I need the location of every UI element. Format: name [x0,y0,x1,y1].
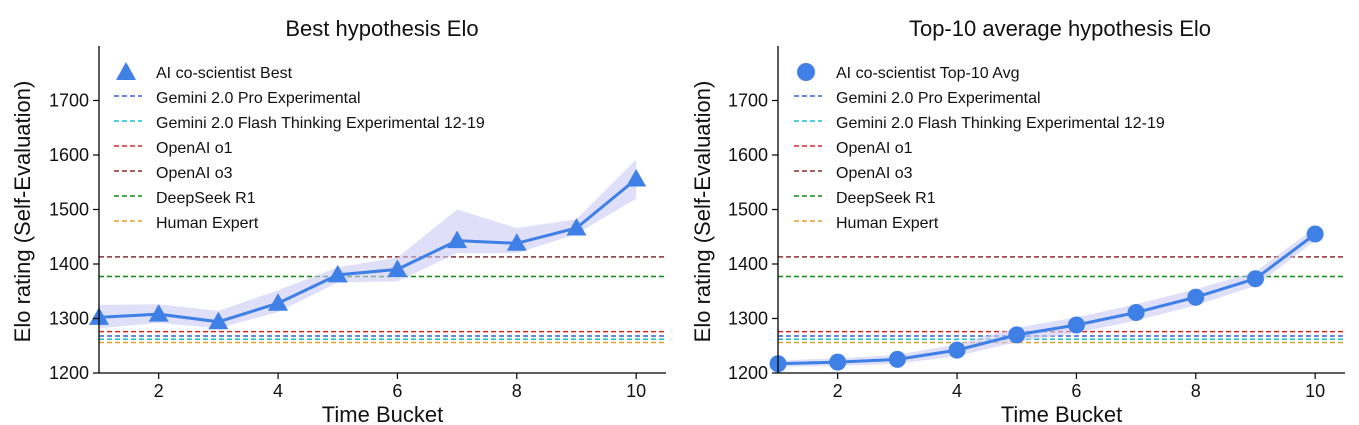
top10-y-tick-1200: 1200 [728,363,768,383]
best-y-tick-1700: 1700 [49,91,89,111]
top10-y-axis-label: Elo rating (Self-Evaluation) [690,81,715,343]
top10-y-tick-1600: 1600 [728,145,768,165]
best-legend-label-5: DeepSeek R1 [156,190,256,207]
best-point-6 [387,259,408,277]
best-series-band [99,159,637,329]
top10-point-2 [829,353,847,371]
best-point-3 [208,311,229,330]
top10-x-axis-label: Time Bucket [1001,402,1122,425]
best-x-tick-4: 4 [273,381,283,401]
top10-series-band [778,227,1316,367]
top10-point-10 [1306,225,1324,243]
top10-legend-label-3: OpenAI o1 [836,140,913,157]
best-legend-marker-series [116,62,136,80]
best-x-tick-8: 8 [512,381,522,401]
best-y-tick-1300: 1300 [49,309,89,329]
best-legend-label-series: AI co-scientist Best [156,65,293,82]
top10-legend-label-1: Gemini 2.0 Pro Experimental [836,90,1041,107]
best-y-tick-1600: 1600 [49,145,89,165]
best-x-tick-2: 2 [154,381,164,401]
best-series-line [98,177,638,324]
top10-y-tick-1700: 1700 [728,91,768,111]
best-chart-title: Best hypothesis Elo [285,16,478,41]
best-point-4 [268,293,289,311]
top10-point-7 [1127,304,1145,322]
top10-legend-label-2: Gemini 2.0 Flash Thinking Experimental 1… [836,115,1165,132]
top10-point-3 [888,350,906,368]
top10-point-5 [1008,326,1026,344]
top10-chart: Top-10 average hypothesis Elo Time Bucket… [690,16,1345,425]
best-point-8 [506,233,527,251]
top10-legend: AI co-scientist Top-10 Avg Gemini 2.0 Pro… [794,63,1165,232]
top10-legend-label-5: DeepSeek R1 [836,190,936,207]
best-x-tick-6: 6 [392,381,402,401]
top10-x-tick-10: 10 [1305,381,1325,401]
top10-series-line [777,232,1317,366]
best-point-2 [148,304,169,322]
best-legend-label-4: OpenAI o3 [156,165,233,182]
top10-point-4 [948,341,966,359]
top10-y-tick-1400: 1400 [728,254,768,274]
best-y-tick-1200: 1200 [49,363,89,383]
best-legend-label-3: OpenAI o1 [156,140,233,157]
top10-x-tick-8: 8 [1191,381,1201,401]
best-point-10 [626,168,647,187]
best-point-5 [327,264,348,283]
best-y-axis-label: Elo rating (Self-Evaluation) [10,81,35,343]
top10-y-tick-1300: 1300 [728,309,768,329]
best-point-7 [447,230,468,249]
best-x-tick-10: 10 [626,381,646,401]
best-legend-label-6: Human Expert [156,215,259,232]
top10-point-6 [1067,316,1085,334]
best-y-tick-1500: 1500 [49,200,89,220]
top10-chart-title: Top-10 average hypothesis Elo [909,16,1211,41]
top10-legend-label-6: Human Expert [836,215,939,232]
best-legend: AI co-scientist Best Gemini 2.0 Pro Exper… [114,62,485,232]
best-x-axis-label: Time Bucket [322,402,443,425]
best-point-9 [566,218,587,236]
top10-legend-marker-series [797,63,815,81]
top10-point-8 [1187,288,1205,306]
top10-point-9 [1246,270,1264,288]
best-legend-label-2: Gemini 2.0 Flash Thinking Experimental 1… [156,115,485,132]
best-y-tick-1400: 1400 [49,254,89,274]
top10-legend-label-series: AI co-scientist Top-10 Avg [836,65,1020,82]
top10-x-tick-6: 6 [1071,381,1081,401]
top10-x-tick-4: 4 [952,381,962,401]
top10-y-tick-1500: 1500 [728,200,768,220]
best-legend-label-1: Gemini 2.0 Pro Experimental [156,90,361,107]
top10-x-tick-2: 2 [833,381,843,401]
best-chart: Best hypothesis Elo Time Bucket Elo rating… [10,16,666,425]
top10-legend-label-4: OpenAI o3 [836,165,913,182]
